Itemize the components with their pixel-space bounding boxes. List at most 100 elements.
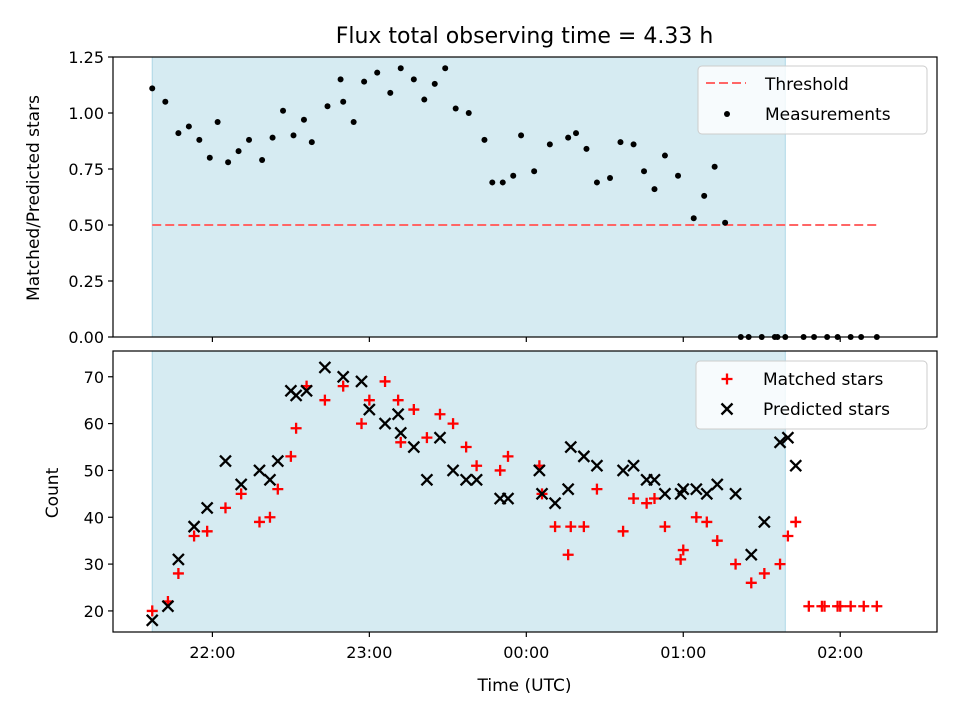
predicted-star-marker: [533, 464, 546, 477]
matched-star-marker: [790, 516, 802, 528]
predicted-star-marker: [690, 482, 703, 496]
x-tick-label: 00:00: [503, 643, 549, 662]
measurement-point: [162, 98, 169, 105]
matched-star-marker: [834, 600, 846, 612]
predicted-star-marker: [391, 407, 405, 421]
predicted-star-marker: [501, 492, 515, 505]
matched-star-marker: [659, 521, 671, 533]
measurement-point: [397, 65, 404, 72]
measurement-point: [489, 179, 496, 186]
matched-star-marker: [434, 408, 446, 420]
legend-predicted-swatch: [720, 402, 734, 416]
measurement-point: [225, 159, 232, 166]
y-tick-label: 0.25: [68, 272, 104, 291]
measurement-point: [701, 192, 708, 199]
bottom-panel: 20 30 40 50 60 70 22:00 23:00 00:00 01:00 02:00 Mat…: [84, 350, 938, 662]
y-tick-label: 50: [84, 461, 104, 480]
predicted-star-marker: [161, 599, 175, 613]
y-tick-label: 60: [84, 415, 104, 434]
bottom-legend: Matched stars Predicted stars: [695, 360, 928, 430]
measurement-point: [661, 152, 668, 159]
matched-star-marker: [745, 577, 757, 589]
matched-star-marker: [730, 558, 742, 570]
matched-star-marker: [319, 394, 331, 406]
measurement-point: [374, 69, 381, 76]
measurement-point: [452, 105, 459, 112]
matched-star-marker: [201, 525, 213, 537]
matched-star-marker: [460, 441, 472, 453]
predicted-star-marker: [219, 454, 232, 468]
matched-star-marker: [858, 600, 870, 612]
bottom-observing-span: [151, 350, 786, 633]
matched-star-marker: [502, 450, 514, 462]
x-axis-label: Time (UTC): [477, 676, 572, 696]
measurement-point: [308, 139, 315, 146]
matched-star-marker: [675, 553, 687, 565]
predicted-star-marker: [420, 473, 434, 487]
matched-star-marker: [591, 483, 603, 495]
measurement-point: [531, 168, 538, 175]
matched-star-marker: [188, 530, 200, 542]
measurement-point: [175, 130, 182, 137]
measurement-point: [185, 123, 192, 130]
measurement-point: [546, 141, 553, 148]
x-tick-label: 01:00: [660, 643, 706, 662]
top-panel: 0.00 0.25 0.50 0.75 1.00 1.25 Threshold Measure…: [68, 48, 938, 347]
top-frame: [112, 56, 938, 338]
measurement-point: [465, 110, 472, 116]
matched-star-marker: [565, 521, 577, 533]
y-tick-label: 0.00: [68, 328, 104, 347]
predicted-star-marker: [710, 478, 724, 491]
measurement-point: [499, 179, 506, 186]
matched-star-marker: [845, 600, 857, 612]
matched-star-marker: [395, 436, 407, 448]
bottom-y-axis-label: Count: [43, 467, 63, 518]
matched-star-marker: [421, 432, 433, 444]
predicted-star-marker: [590, 459, 604, 473]
y-tick-label: 1.25: [68, 48, 104, 67]
matched-star-marker: [219, 502, 231, 514]
y-tick-label: 0.75: [68, 160, 104, 179]
measurement-point: [518, 132, 525, 139]
y-tick-label: 70: [84, 368, 104, 387]
measurement-point: [583, 145, 590, 152]
predicted-star-marker: [200, 501, 214, 515]
matched-star-marker: [146, 605, 158, 617]
matched-star-marker: [363, 394, 375, 406]
matched-star-marker: [235, 488, 247, 500]
predicted-star-marker: [289, 389, 303, 402]
measurement-point: [259, 157, 266, 164]
matched-star-marker: [337, 380, 349, 392]
measurement-point: [607, 174, 614, 181]
measurement-point: [410, 76, 417, 83]
measurement-point: [617, 139, 624, 146]
predicted-star-marker: [336, 370, 350, 384]
predicted-star-marker: [407, 440, 421, 454]
predicted-star-marker: [271, 454, 285, 468]
predicted-star-marker: [744, 548, 758, 562]
measurement-point: [337, 76, 344, 83]
legend-measurements-swatch: [724, 111, 730, 117]
measurement-point: [421, 96, 428, 103]
predicted-star-marker: [253, 464, 266, 477]
x-tick-label: 22:00: [189, 643, 235, 662]
measurement-point: [300, 116, 307, 123]
measurement-point: [214, 118, 221, 125]
predicted-star-marker: [446, 464, 460, 477]
matched-star-marker: [711, 535, 723, 547]
matched-star-marker: [253, 516, 265, 528]
measurement-point: [350, 118, 357, 125]
legend-threshold-label: Threshold: [764, 75, 849, 95]
predicted-star-marker: [172, 553, 185, 566]
predicted-star-marker: [627, 459, 640, 473]
matched-star-marker: [648, 493, 660, 505]
x-tick-label: 23:00: [346, 643, 392, 662]
matched-star-marker: [677, 544, 689, 556]
measurement-point: [269, 134, 276, 141]
predicted-star-marker: [470, 473, 483, 487]
predicted-star-marker: [700, 487, 714, 501]
predicted-star-marker: [561, 482, 575, 496]
measurement-point: [593, 179, 600, 186]
legend-box: [697, 65, 928, 135]
